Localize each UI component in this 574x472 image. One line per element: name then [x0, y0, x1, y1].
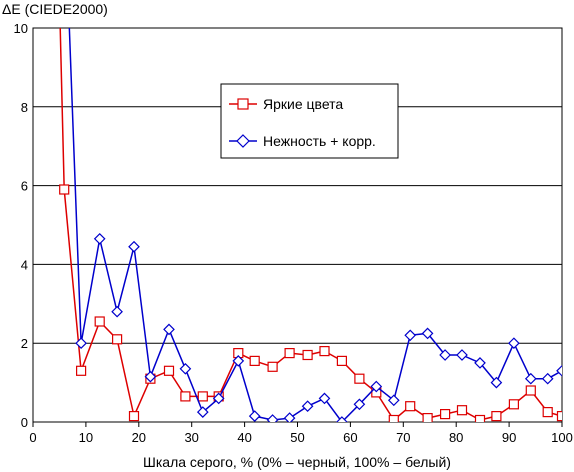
series-line-1 — [68, 28, 562, 422]
series-0-point — [128, 411, 140, 422]
x-tick-label: 20 — [132, 430, 146, 445]
series-1-point — [128, 240, 140, 253]
legend: Яркие цвета Нежность + корр. — [220, 83, 399, 159]
series-0-point — [94, 316, 105, 327]
series-1-point — [387, 394, 400, 407]
legend-marker-bright — [237, 98, 249, 110]
series-0-point — [542, 407, 553, 418]
series-1-point — [212, 392, 225, 405]
series-0-point — [284, 348, 295, 359]
series-layer — [59, 28, 562, 422]
series-1-point — [93, 232, 106, 245]
series-1-point — [283, 412, 296, 422]
series-0-point — [267, 361, 278, 372]
series-0-point — [163, 365, 175, 376]
x-tick-label: 60 — [343, 430, 357, 445]
series-0-point — [336, 355, 347, 366]
x-axis-title: Шкала серого, % (0% – черный, 100% – бел… — [143, 454, 451, 470]
series-1-point — [404, 329, 417, 342]
series-1-point — [474, 357, 486, 369]
series-0-point — [440, 409, 451, 420]
series-0-point — [180, 391, 191, 402]
series-1-point — [144, 370, 157, 383]
series-1-point — [524, 372, 537, 385]
x-tick-label: 100 — [551, 430, 573, 445]
x-tick-label: 90 — [502, 430, 516, 445]
x-tick-label: 50 — [290, 430, 304, 445]
series-1-point — [111, 305, 123, 318]
series-0-point — [405, 401, 416, 412]
series-0-point — [422, 413, 433, 422]
x-tick-label: 40 — [237, 430, 251, 445]
series-1-point — [490, 376, 503, 389]
y-tick-label: 4 — [21, 257, 28, 272]
series-1-point — [541, 372, 554, 385]
series-1-point — [456, 349, 468, 361]
series-0-point — [388, 414, 399, 422]
series-0-point — [474, 414, 486, 422]
y-tick-labels: 0 2 4 6 8 10 — [14, 21, 28, 430]
series-0-point — [59, 184, 70, 195]
y-tick-label: 0 — [21, 415, 28, 430]
series-0-point — [197, 391, 208, 402]
legend-label-tender: Нежность + корр. — [263, 133, 376, 149]
x-tick-label: 10 — [79, 430, 93, 445]
legend-marker-tender — [236, 134, 250, 148]
series-1-point — [248, 410, 261, 422]
series-0-point — [249, 355, 260, 366]
series-1-point — [232, 355, 245, 367]
x-tick-label: 0 — [29, 430, 36, 445]
legend-box — [220, 83, 399, 159]
y-tick-label: 10 — [14, 21, 28, 36]
series-0-point — [354, 373, 365, 384]
series-1-point — [301, 400, 314, 413]
series-0-point — [491, 411, 502, 422]
series-0-point — [525, 385, 536, 396]
y-tick-label: 8 — [21, 100, 28, 115]
series-1-point — [421, 327, 434, 340]
series-1-point — [179, 362, 192, 375]
series-0-point — [111, 334, 123, 345]
x-tick-labels: 0 10 20 30 40 50 60 70 80 90 100 — [29, 422, 573, 445]
series-1-point — [266, 414, 279, 422]
series-0-point — [508, 399, 519, 410]
x-tick-label: 30 — [184, 430, 198, 445]
series-0-point — [456, 405, 468, 416]
series-1-point — [196, 406, 209, 418]
series-0-point — [302, 349, 313, 361]
series-1-point — [556, 364, 562, 377]
y-tick-label: 2 — [21, 336, 28, 351]
x-tick-label: 70 — [396, 430, 410, 445]
series-1-point — [439, 349, 451, 361]
series-1-point — [163, 323, 175, 336]
series-1-point — [370, 380, 383, 393]
y-axis-title: ΔE (CIEDE2000) — [2, 1, 108, 17]
series-0-point — [556, 411, 562, 422]
series-0-point — [319, 346, 330, 357]
series-1-point — [336, 416, 348, 422]
series-1-point — [75, 337, 87, 350]
series-0-point — [75, 365, 87, 376]
series-1-point — [508, 337, 520, 350]
x-tick-label: 80 — [449, 430, 463, 445]
y-tick-label: 6 — [21, 179, 28, 194]
series-1-point — [353, 398, 366, 411]
series-1-point — [318, 392, 331, 405]
legend-label-bright: Яркие цвета — [263, 96, 343, 112]
